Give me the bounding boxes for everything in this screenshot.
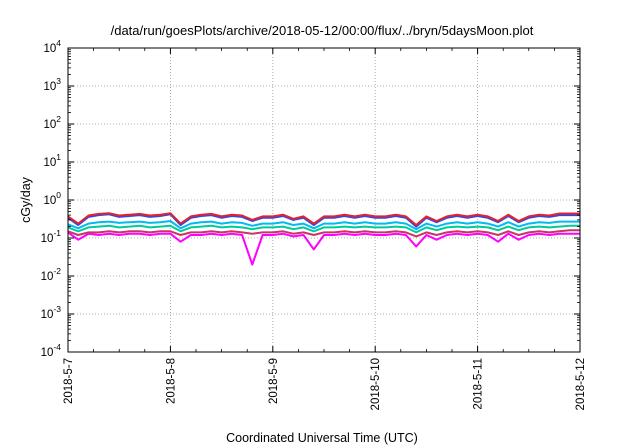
x-tick-label: 2018-5-7 xyxy=(63,358,75,404)
y-axis: 10-4 10-3 10-2 10-1 100 101 102 103 104 xyxy=(41,38,580,359)
series-line-1 xyxy=(67,231,580,266)
y-axis-label: cGy/day xyxy=(19,176,33,223)
y-tick-label: 10-2 xyxy=(41,266,62,283)
y-tick-label: 10-3 xyxy=(41,304,62,321)
x-tick-label: 2018-5-10 xyxy=(370,358,382,410)
x-tick-label: 2018-5-11 xyxy=(473,358,485,410)
series-line-4 xyxy=(67,220,580,231)
series-line-3 xyxy=(67,224,580,234)
x-tick-label: 2018-5-12 xyxy=(575,358,587,410)
series-line-2 xyxy=(67,229,580,238)
y-tick-label: 103 xyxy=(43,76,61,93)
y-tick-label: 101 xyxy=(43,152,61,169)
grid xyxy=(68,48,580,352)
x-tick-label: 2018-5-9 xyxy=(268,358,280,404)
y-tick-label: 102 xyxy=(43,114,61,131)
x-axis: 2018-5-7 2018-5-8 2018-5-9 2018-5-10 2018-5-… xyxy=(63,48,587,410)
y-tick-label: 10-4 xyxy=(41,342,62,359)
y-tick-label: 100 xyxy=(43,190,61,207)
chart-title: /data/run/goesPlots/archive/2018-05-12/0… xyxy=(111,23,534,38)
y-tick-label: 10-1 xyxy=(41,228,62,245)
series-line-5 xyxy=(67,213,580,228)
x-axis-label: Coordinated Universal Time (UTC) xyxy=(226,431,418,445)
x-tick-label: 2018-5-8 xyxy=(165,358,177,404)
series-layer xyxy=(67,212,580,266)
y-tick-label: 104 xyxy=(43,38,61,55)
series-line-6 xyxy=(67,212,580,226)
